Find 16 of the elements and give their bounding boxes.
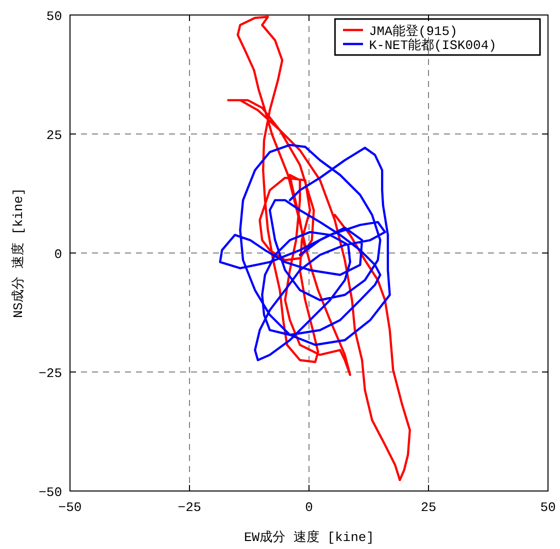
y-tick-label: −50 <box>38 485 62 500</box>
legend-item: K-NET能都(ISK004) <box>343 38 496 53</box>
y-tick-label: 25 <box>46 128 62 143</box>
legend-label: K-NET能都(ISK004) <box>369 38 496 53</box>
x-axis-title: EW成分 速度 [kine] <box>244 529 374 545</box>
y-axis-title: NS成分 速度 [kine] <box>10 188 26 318</box>
legend-label: JMA能登(915) <box>369 24 458 39</box>
y-tick-label: −25 <box>38 366 62 381</box>
x-tick-label: 25 <box>420 500 436 515</box>
x-tick-label: 50 <box>540 500 556 515</box>
x-tick-label: 0 <box>305 500 313 515</box>
legend-item: JMA能登(915) <box>343 24 458 39</box>
x-tick-label: −25 <box>178 500 202 515</box>
y-tick-label: 0 <box>54 247 62 262</box>
y-tick-label: 50 <box>46 9 62 24</box>
x-tick-label: −50 <box>58 500 82 515</box>
